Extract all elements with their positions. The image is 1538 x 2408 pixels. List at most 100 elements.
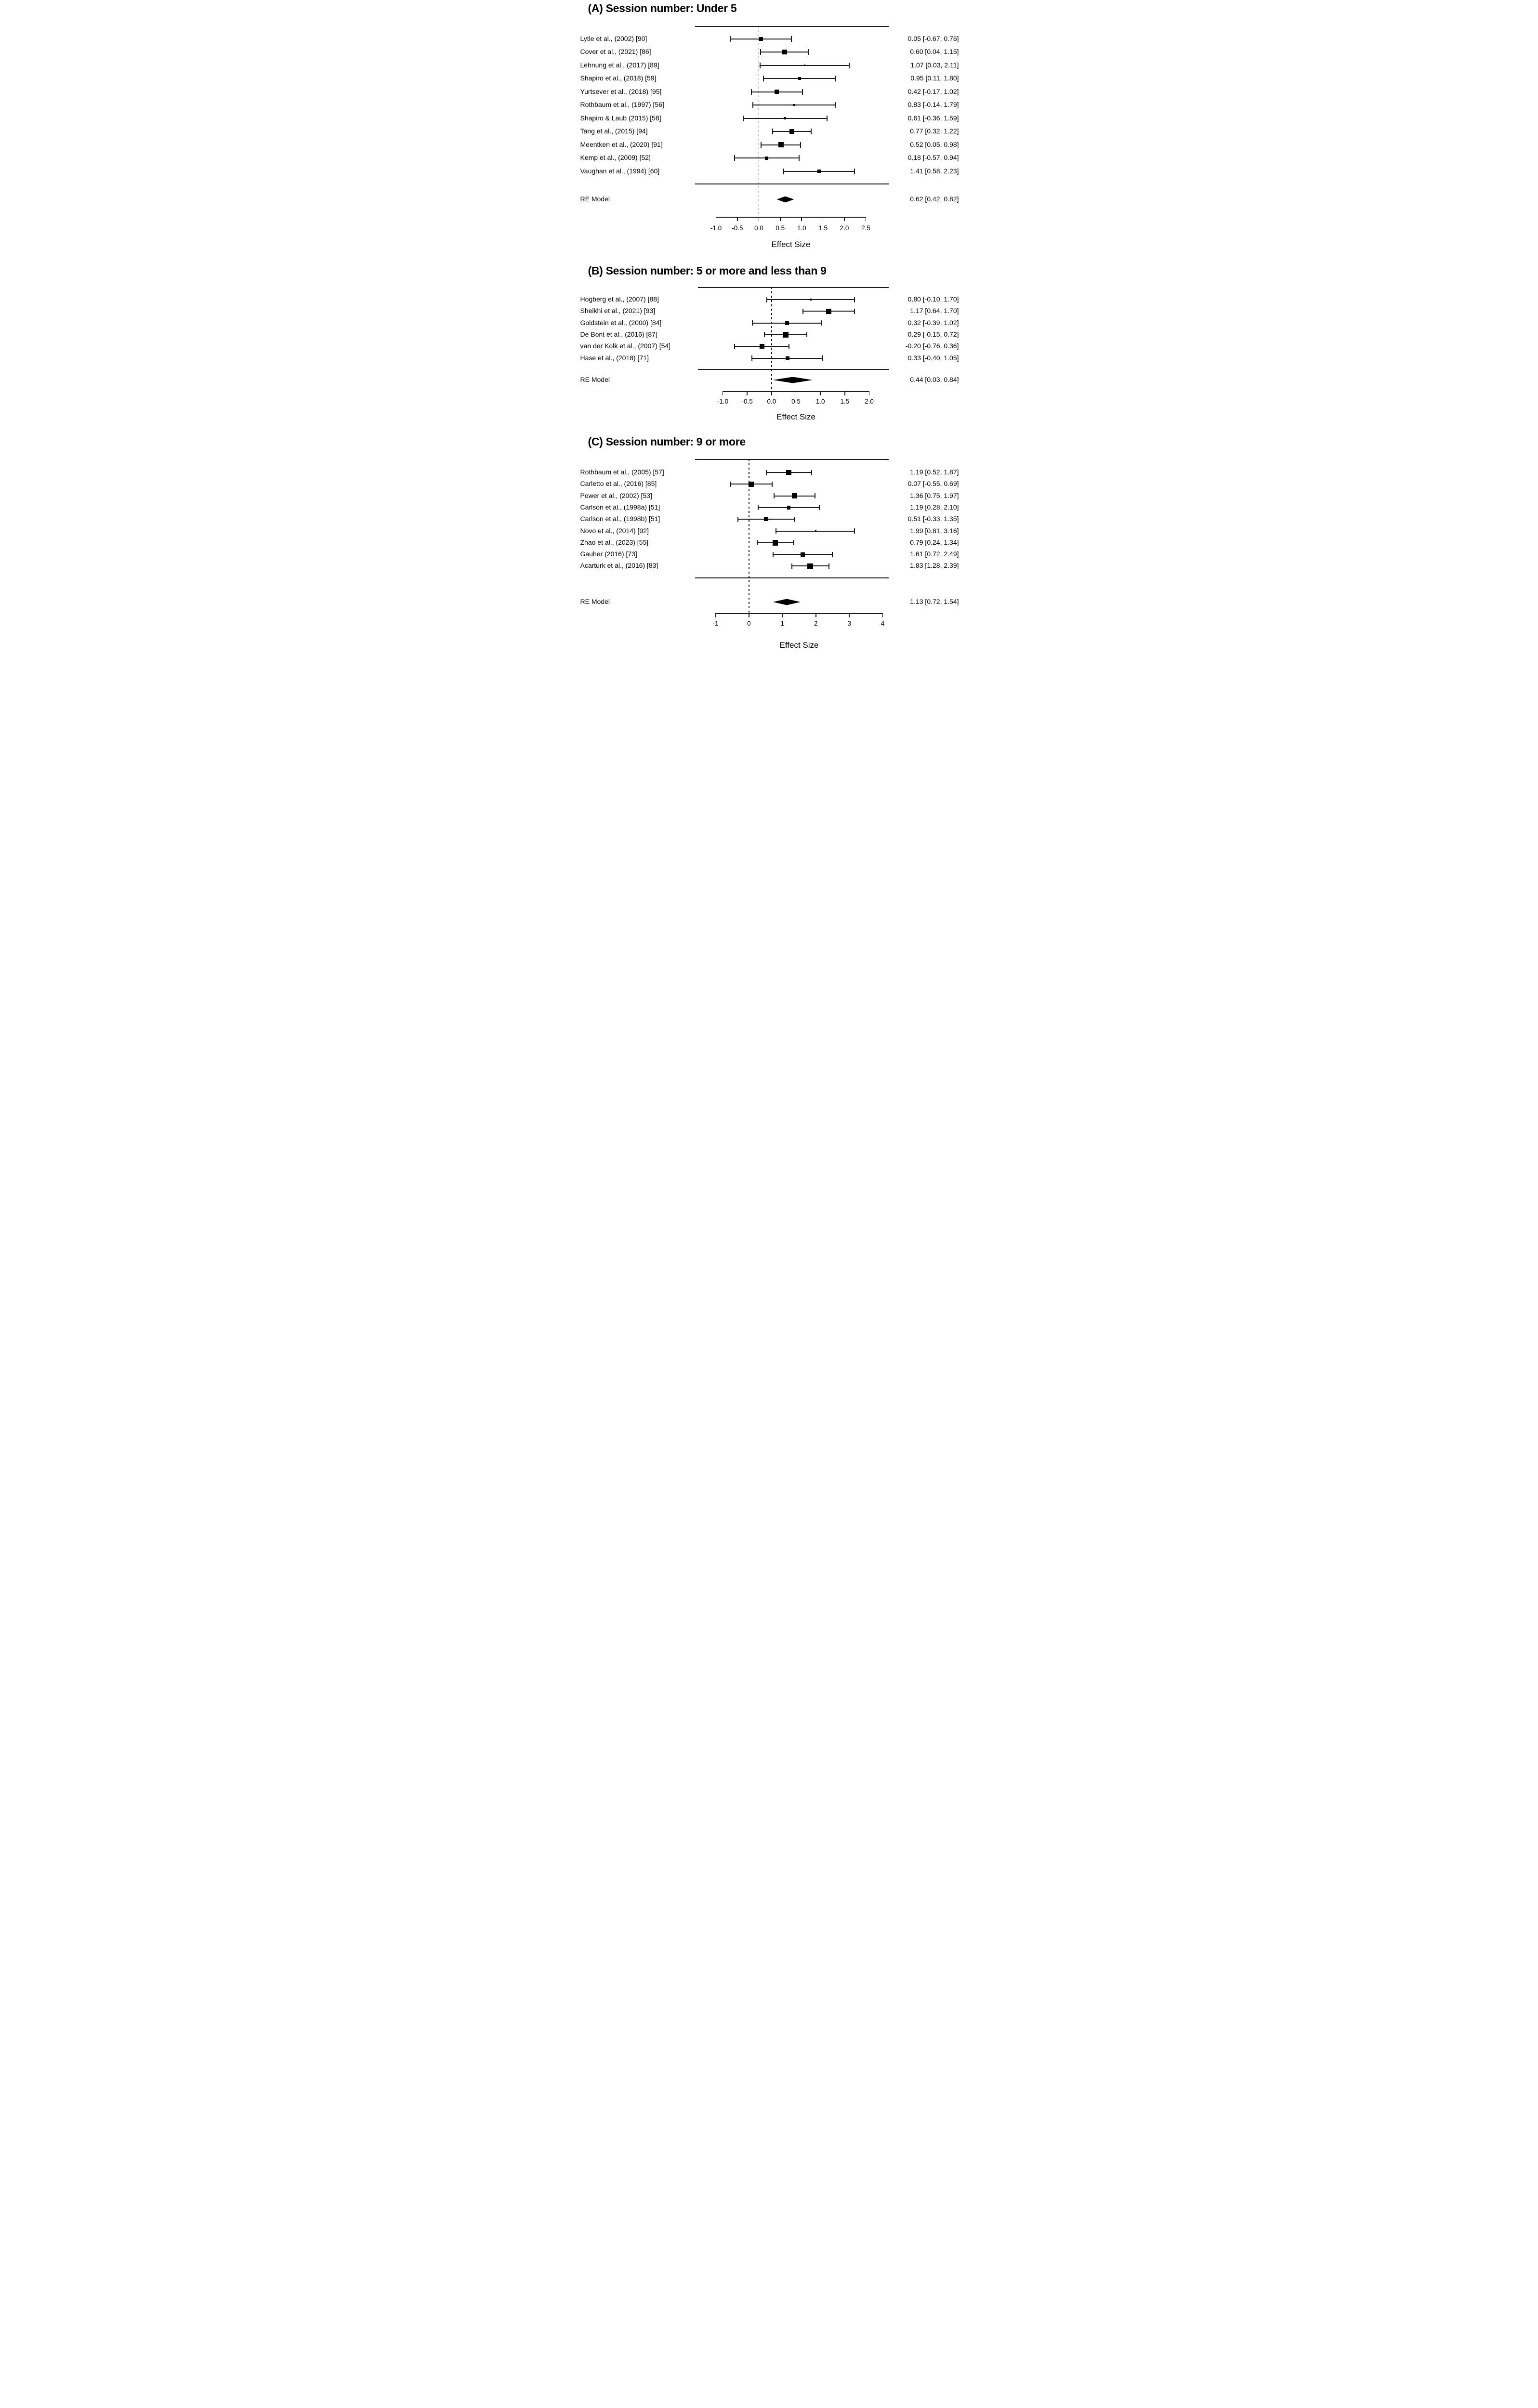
panel-c-ci-cap-low [758,505,759,510]
panel-b-x-tick-label: -0.5 [741,398,753,405]
panel-b-re-diamond [773,377,813,383]
panel-c-x-axis [715,613,883,614]
panel-c-x-tick [782,613,783,617]
panel-c-re-ci-text: 1.13 [0.72, 1.54] [910,598,959,605]
panel-b-study-ci-text: 0.33 [-0.40, 1.05] [907,353,959,362]
panel-a-study-label: Vaughan et al., (1994) [60] [580,167,660,175]
panel-a-ci-cap-high [807,49,809,55]
panel-c-separator-rule [695,577,889,578]
panel-a-x-tick-label: 0.0 [754,224,763,232]
panel-b-effect-square [826,308,831,314]
panel-a-ci-cap-low [751,89,752,95]
panel-b-ci-cap-low [752,320,753,326]
panel-a-x-tick [801,217,802,221]
panel-c-study-label: Power et al., (2002) [53] [580,491,652,499]
panel-a-ci-cap-high [835,102,836,108]
panel-a-ci-cap-low [783,168,784,174]
panel-a-x-tick [779,217,781,221]
panel-b-x-tick-label: 1.0 [815,398,825,405]
panel-a-ci-cap-high [835,76,837,81]
panel-b-ci-cap-high [822,355,824,361]
panel-c-study-ci-text: 0.79 [0.24, 1.34] [910,538,959,546]
panel-a-study-ci-text: 0.05 [-0.67, 0.76] [907,34,959,42]
panel-b-study-label: Goldstein et al., (2000) [84] [580,318,662,327]
panel-b-zero-line [771,287,772,391]
panel-a-study-ci-text: 0.61 [-0.36, 1.59] [907,114,959,122]
panel-a-effect-square [764,156,768,160]
panel-a-study-label: Shapiro et al., (2018) [59] [580,74,657,82]
panel-a-study-ci-text: 1.07 [0.03, 2.11] [910,61,959,69]
panel-b-re-ci-text: 0.44 [0.03, 0.84] [910,376,959,383]
panel-a-study-ci-text: 0.18 [-0.57, 0.94] [907,154,959,161]
panel-b-effect-square [786,356,790,360]
panel-a-study-label: Cover et al., (2021) [86] [580,48,651,55]
panel-c-top-rule [695,459,889,460]
panel-a-ci-cap-high [826,115,828,121]
panel-c-ci-cap-high [818,505,820,510]
panel-a-effect-square [778,142,784,147]
panel-a-x-tick-label: -0.5 [732,224,743,232]
panel-c-ci-cap-low [756,540,758,546]
panel-c-study-ci-text: 1.19 [0.28, 2.10] [910,503,959,511]
panel-a-ci-cap-high [790,36,792,42]
panel-b-ci-cap-low [734,343,735,349]
panel-c-ci-cap-low [765,470,767,475]
panel-c-effect-square [807,563,813,569]
panel-b-study-label: Sheikhi et al., (2021) [93] [580,307,656,315]
panel-a-x-tick [844,217,845,221]
panel-a-zero-line [758,26,760,217]
panel-c-re-label: RE Model [580,598,610,605]
panel-c-x-tick [882,613,883,617]
panel-a-study-label: Rothbaum et al., (1997) [56] [580,101,664,108]
panel-b-x-tick [868,391,870,395]
panel-a-x-axis-title: Effect Size [771,240,811,249]
panel-a-effect-square [803,64,806,66]
panel-c-study-label: Novo et al., (2014) [92] [580,526,649,535]
panel-b-ci-cap-low [766,297,767,302]
panel-a-effect-square [759,37,763,41]
panel-a-x-tick [737,217,738,221]
panel-b-study-ci-text: 0.29 [-0.15, 0.72] [907,330,959,338]
panel-b-study-ci-text: -0.20 [-0.76, 0.36] [905,342,959,350]
panel-a-ci-cap-low [734,155,735,161]
panel-b-x-axis-title: Effect Size [776,412,815,421]
panel-b-effect-square [783,332,789,338]
panel-c-study-label: Carletto et al., (2016) [85] [580,480,657,488]
panel-c-effect-square [801,552,805,557]
panel-c-x-tick-label: 2 [814,620,818,627]
panel-c-study-label: Carlson et al., (1998a) [51] [580,503,660,511]
panel-b-ci-cap-low [763,332,765,338]
panel-c-study-label: Rothbaum et al., (2005) [57] [580,468,664,476]
panel-a-ci-cap-high [798,155,800,161]
panel-a-x-axis [716,217,866,218]
panel-c-study-label: Gauher (2016) [73] [580,550,637,558]
panel-a-effect-square [775,90,779,94]
panel-c-study-ci-text: 1.83 [1.28, 2.39] [910,562,959,570]
panel-a-x-tick-label: 0.5 [776,224,785,232]
panel-c-effect-square [772,540,778,546]
panel-a-study-label: Tang et al., (2015) [94] [580,127,648,135]
panel-b-x-tick [771,391,772,395]
panel-a-study-label: Shapiro & Laub (2015) [58] [580,114,661,122]
panel-b-x-tick-label: 0.5 [791,398,801,405]
panel-b-separator-rule [697,369,889,370]
panel-c-effect-square [787,506,791,510]
panel-a-ci-cap-high [848,62,850,68]
panel-c-x-tick-label: 1 [780,620,785,627]
panel-a-ci-cap-low [760,142,762,148]
panel-a-study-ci-text: 0.52 [0.05, 0.98] [910,140,959,148]
panel-c-ci-cap-low [773,493,775,499]
panel-a-study-ci-text: 0.42 [-0.17, 1.02] [907,87,959,95]
panel-c-ci-cap-high [811,470,812,475]
panel-a-effect-square [784,117,787,119]
panel-a-top-rule [695,26,889,27]
panel-a-ci-cap-low [763,76,764,81]
panel-a-ci-cap-low [760,62,761,68]
panel-c-study-label: Acarturk et al., (2016) [83] [580,562,658,570]
panel-b-ci-cap-low [751,355,753,361]
panel-a-x-tick-label: 2.0 [840,224,849,232]
panel-a-study-label: Lehnung et al., (2017) [89] [580,61,659,69]
panel-a-study-ci-text: 0.60 [0.04, 1.15] [910,48,959,55]
panel-b-ci-cap-low [802,308,803,314]
panel-c-effect-square [791,493,798,499]
